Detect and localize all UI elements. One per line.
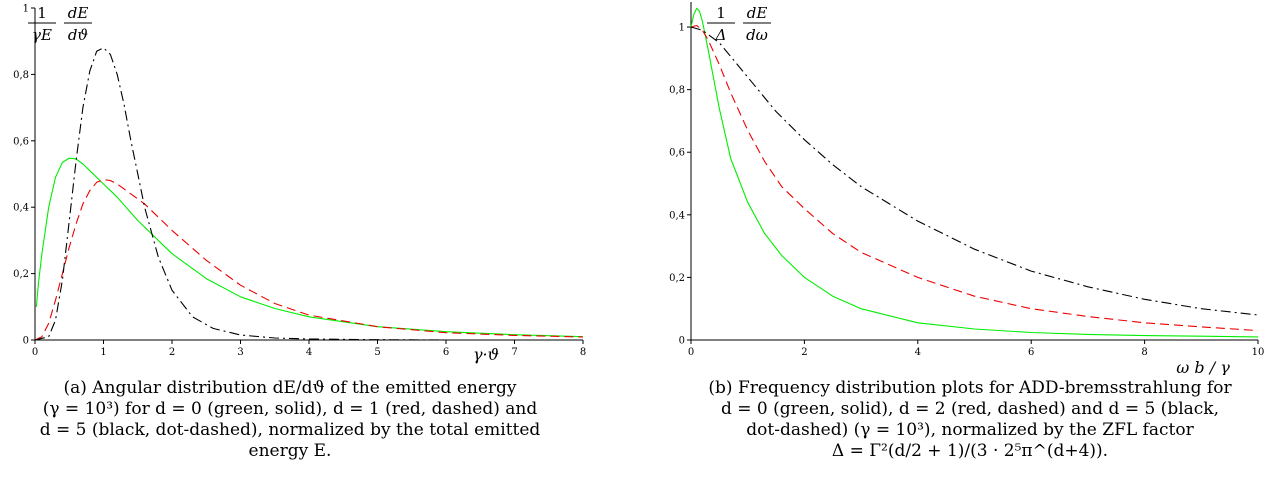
x-tick-label: 2 bbox=[169, 347, 175, 358]
chart-panel-a: 0 1 2 3 4 5 6 7 8 0 0,2 0,4 0,6 0,8 1 1 γE dE dϑ γ·ϑ (a) An… bbox=[0, 0, 600, 495]
x-tick-label: 2 bbox=[801, 347, 807, 358]
series-line-solid bbox=[35, 157, 584, 338]
x-axis-label: γ·ϑ bbox=[473, 345, 499, 364]
x-tick-label: 10 bbox=[1252, 347, 1265, 358]
y-label-denominator-right: dϑ bbox=[68, 26, 89, 44]
y-axis-label: 1 ΔdE dω bbox=[707, 4, 771, 44]
x-tick-label: 8 bbox=[580, 347, 586, 358]
x-tick-label: 5 bbox=[374, 347, 380, 358]
caption-b-text-1: Frequency distribution plots for ADD-bre… bbox=[737, 378, 1232, 398]
x-tick-label: 3 bbox=[237, 347, 243, 358]
caption-a-line-4: energy E. bbox=[248, 441, 332, 461]
y-tick-label: 0,4 bbox=[13, 203, 29, 214]
y-tick-label: 1 bbox=[679, 23, 685, 34]
caption-b-line-1: (b) Frequency distribution plots for ADD… bbox=[670, 378, 1270, 399]
caption-b-line-3: dot-dashed) (γ = 10³), normalized by the… bbox=[746, 420, 1194, 440]
caption-a-line-1: (a) Angular distribution dE/dϑ of the em… bbox=[10, 378, 570, 399]
caption-a: (a) Angular distribution dE/dϑ of the em… bbox=[10, 378, 570, 462]
y-tick-label: 0,2 bbox=[13, 269, 29, 280]
series-line-solid bbox=[690, 7, 1259, 338]
series-line-dashdot bbox=[690, 26, 1259, 316]
y-axis-label: 1 γE dE dϑ bbox=[28, 4, 92, 44]
y-label-denominator-left: Δ bbox=[715, 26, 727, 44]
y-tick-label: 0 bbox=[679, 336, 685, 347]
y-tick-label: 0,4 bbox=[669, 210, 685, 221]
x-tick-label: 0 bbox=[688, 347, 694, 358]
caption-b-line-4: Δ = Γ²(d/2 + 1)/(3 · 2⁵π^(d+4)). bbox=[831, 441, 1109, 461]
x-tick-label: 4 bbox=[306, 347, 312, 358]
y-label-numerator-right: dE bbox=[747, 4, 768, 22]
y-tick-label: 1 bbox=[23, 4, 29, 15]
y-tick-label: 0,6 bbox=[669, 148, 685, 159]
y-tick-label: 0,6 bbox=[13, 136, 29, 147]
x-tick-label: 6 bbox=[443, 347, 449, 358]
y-tick-label: 0,8 bbox=[669, 85, 685, 96]
caption-b: (b) Frequency distribution plots for ADD… bbox=[670, 378, 1270, 462]
x-tick-label: 6 bbox=[1028, 347, 1034, 358]
caption-a-line-3: d = 5 (black, dot-dashed), normalized by… bbox=[39, 420, 541, 440]
frequency-distribution-chart: 0 2 4 6 8 10 0 0,2 0,4 0,6 0,8 1 1 ΔdE dω ω b / γ bbox=[669, 2, 1265, 377]
caption-b-line-2: d = 0 (green, solid), d = 2 (red, dashed… bbox=[721, 399, 1219, 419]
y-label-denominator-left: γE bbox=[32, 26, 52, 44]
y-tick-label: 0 bbox=[23, 336, 29, 347]
x-tick-label: 7 bbox=[511, 347, 517, 358]
y-tick-label: 0,8 bbox=[13, 70, 29, 81]
x-tick-label: 8 bbox=[1141, 347, 1147, 358]
caption-a-text-1: Angular distribution dE/dϑ of the emitte… bbox=[92, 378, 517, 398]
y-label-numerator-right: dE bbox=[68, 4, 89, 22]
caption-b-label: (b) bbox=[708, 378, 733, 398]
x-axis-label: ω b / γ bbox=[1176, 358, 1230, 375]
series-line-dashdot bbox=[34, 47, 583, 341]
y-label-numerator-left: 1 bbox=[37, 4, 47, 22]
y-label-numerator-left: 1 bbox=[716, 4, 726, 22]
y-tick-label: 0,2 bbox=[669, 273, 685, 284]
x-tick-label: 4 bbox=[915, 347, 921, 358]
x-tick-label: 1 bbox=[100, 347, 106, 358]
series-line-dashed bbox=[34, 179, 584, 341]
y-label-denominator-right: dω bbox=[746, 26, 768, 44]
caption-a-label: (a) bbox=[63, 378, 87, 398]
x-tick-label: 0 bbox=[32, 347, 38, 358]
series-line-dashed bbox=[690, 24, 1259, 332]
caption-a-line-2: (γ = 10³) for d = 0 (green, solid), d = … bbox=[42, 399, 538, 419]
